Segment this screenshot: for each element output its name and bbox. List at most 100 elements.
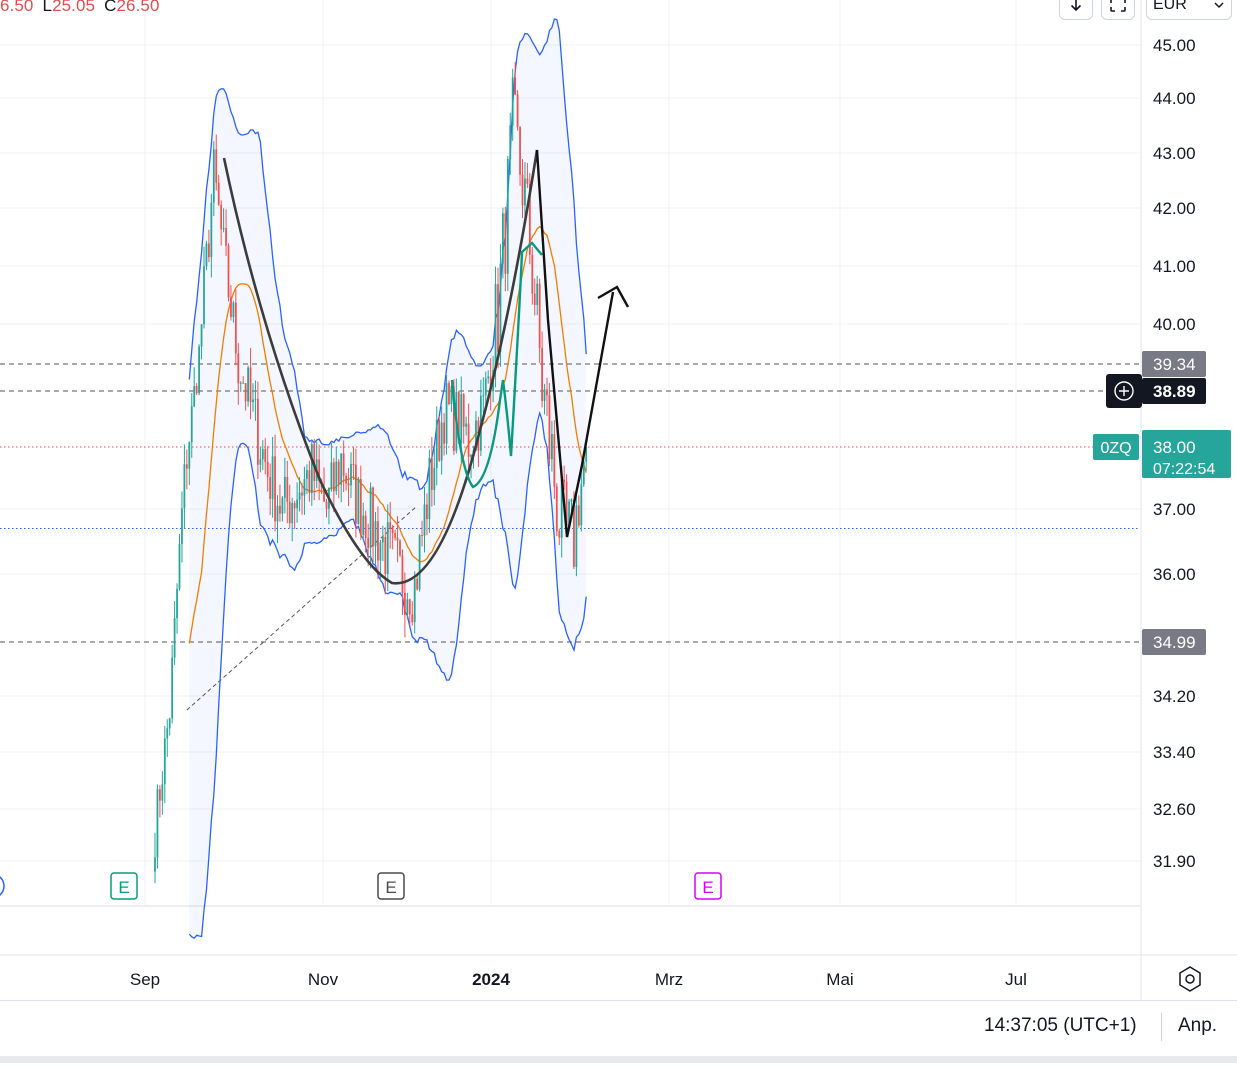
candle-body: [276, 505, 279, 522]
price-badge-teal: 38.00 07:22:54: [1142, 430, 1231, 478]
clock-time[interactable]: 14:37:05 (UTC+1): [984, 1015, 1137, 1036]
candle-body: [389, 522, 392, 530]
y-axis-label: 41.00: [1153, 257, 1196, 276]
candle-body: [291, 503, 294, 524]
candle: [511, 68, 514, 141]
y-axis-label: 32.60: [1153, 800, 1196, 819]
candle-body: [413, 578, 416, 623]
candle-body: [281, 497, 284, 514]
candle: [553, 420, 556, 500]
candle: [504, 206, 507, 292]
candle: [281, 496, 284, 522]
price-badge-gray: 39.34: [1142, 351, 1206, 377]
y-axis-label: 40.00: [1153, 315, 1196, 334]
candle: [247, 365, 249, 407]
candle-body: [222, 228, 225, 230]
candle: [212, 141, 215, 217]
candle-body: [404, 592, 406, 615]
candle-body: [524, 178, 526, 206]
ohlc-open-value: 6.50: [0, 0, 34, 15]
candle: [271, 436, 274, 518]
candle-body: [435, 419, 438, 468]
candle: [497, 267, 499, 369]
fullscreen-button[interactable]: [1101, 0, 1135, 20]
candle: [509, 112, 512, 175]
candle: [296, 482, 298, 523]
candle-body: [308, 470, 311, 494]
candle: [448, 380, 450, 406]
inner-rounding-annotation: [450, 241, 543, 489]
candle: [274, 434, 276, 532]
candle-body: [521, 174, 524, 206]
candle: [168, 717, 171, 736]
y-axis-label: 36.00: [1153, 565, 1196, 584]
candle: [408, 598, 411, 626]
candle-body: [306, 470, 308, 479]
candle: [543, 383, 546, 415]
candle-body: [575, 505, 578, 567]
candle-body: [580, 484, 583, 526]
download-button[interactable]: [1059, 0, 1093, 20]
candle: [563, 465, 566, 491]
candle: [225, 209, 227, 257]
candle-body: [443, 422, 445, 444]
candle-body: [406, 599, 409, 615]
event-marker-2: E: [377, 872, 405, 900]
candle: [462, 393, 465, 444]
cup-curve-annotation: [222, 149, 539, 585]
candle-body: [237, 353, 240, 384]
candle-body: [323, 487, 325, 502]
candle: [154, 832, 156, 884]
adjust-button[interactable]: Anp.: [1178, 1015, 1218, 1036]
candle-body: [254, 398, 257, 400]
candle: [193, 367, 196, 408]
price-badge-bg: [1142, 351, 1206, 377]
candle-body: [577, 505, 580, 526]
event-marker-box: [110, 872, 138, 900]
price-badge-bg: [1142, 430, 1231, 478]
candle: [367, 523, 370, 567]
candle: [342, 440, 345, 493]
bollinger-lower-line: [188, 410, 587, 940]
x-axis-label: Mai: [826, 970, 853, 989]
candle-body: [178, 543, 181, 589]
candle: [198, 344, 200, 396]
currency-select[interactable]: EUR: [1146, 0, 1232, 20]
candle-body: [558, 531, 561, 538]
candle: [239, 381, 242, 393]
candle-body: [541, 347, 543, 401]
candle: [443, 413, 445, 456]
candle: [215, 134, 218, 191]
y-axis-label: 43.00: [1153, 144, 1196, 163]
candle: [293, 500, 296, 530]
candle-body: [190, 406, 193, 443]
currency-value: EUR: [1153, 0, 1187, 13]
candle: [435, 406, 438, 486]
candle-body: [208, 243, 210, 258]
candle-body: [168, 718, 171, 729]
y-axis-label: 45.00: [1153, 36, 1196, 55]
candle: [306, 464, 308, 494]
y-axis-label: 37.00: [1153, 500, 1196, 519]
y-axis-label: 31.90: [1153, 852, 1196, 871]
candle: [232, 300, 235, 323]
settings-gear-icon[interactable]: [1179, 966, 1201, 992]
candle: [399, 539, 401, 558]
candle: [364, 510, 367, 553]
candle: [484, 371, 487, 406]
candle-body: [379, 542, 382, 561]
candle-body: [217, 182, 220, 205]
candle: [487, 370, 490, 384]
candle-body: [511, 77, 514, 126]
candle: [288, 484, 291, 528]
candle-body: [337, 461, 340, 485]
candle: [551, 420, 553, 472]
handle-arrow-annotation: [535, 149, 615, 538]
candle-body: [538, 283, 541, 348]
candle-body: [249, 367, 252, 403]
candle: [426, 493, 428, 535]
x-axis-label: Jul: [1005, 970, 1027, 989]
candle-body: [497, 284, 499, 353]
